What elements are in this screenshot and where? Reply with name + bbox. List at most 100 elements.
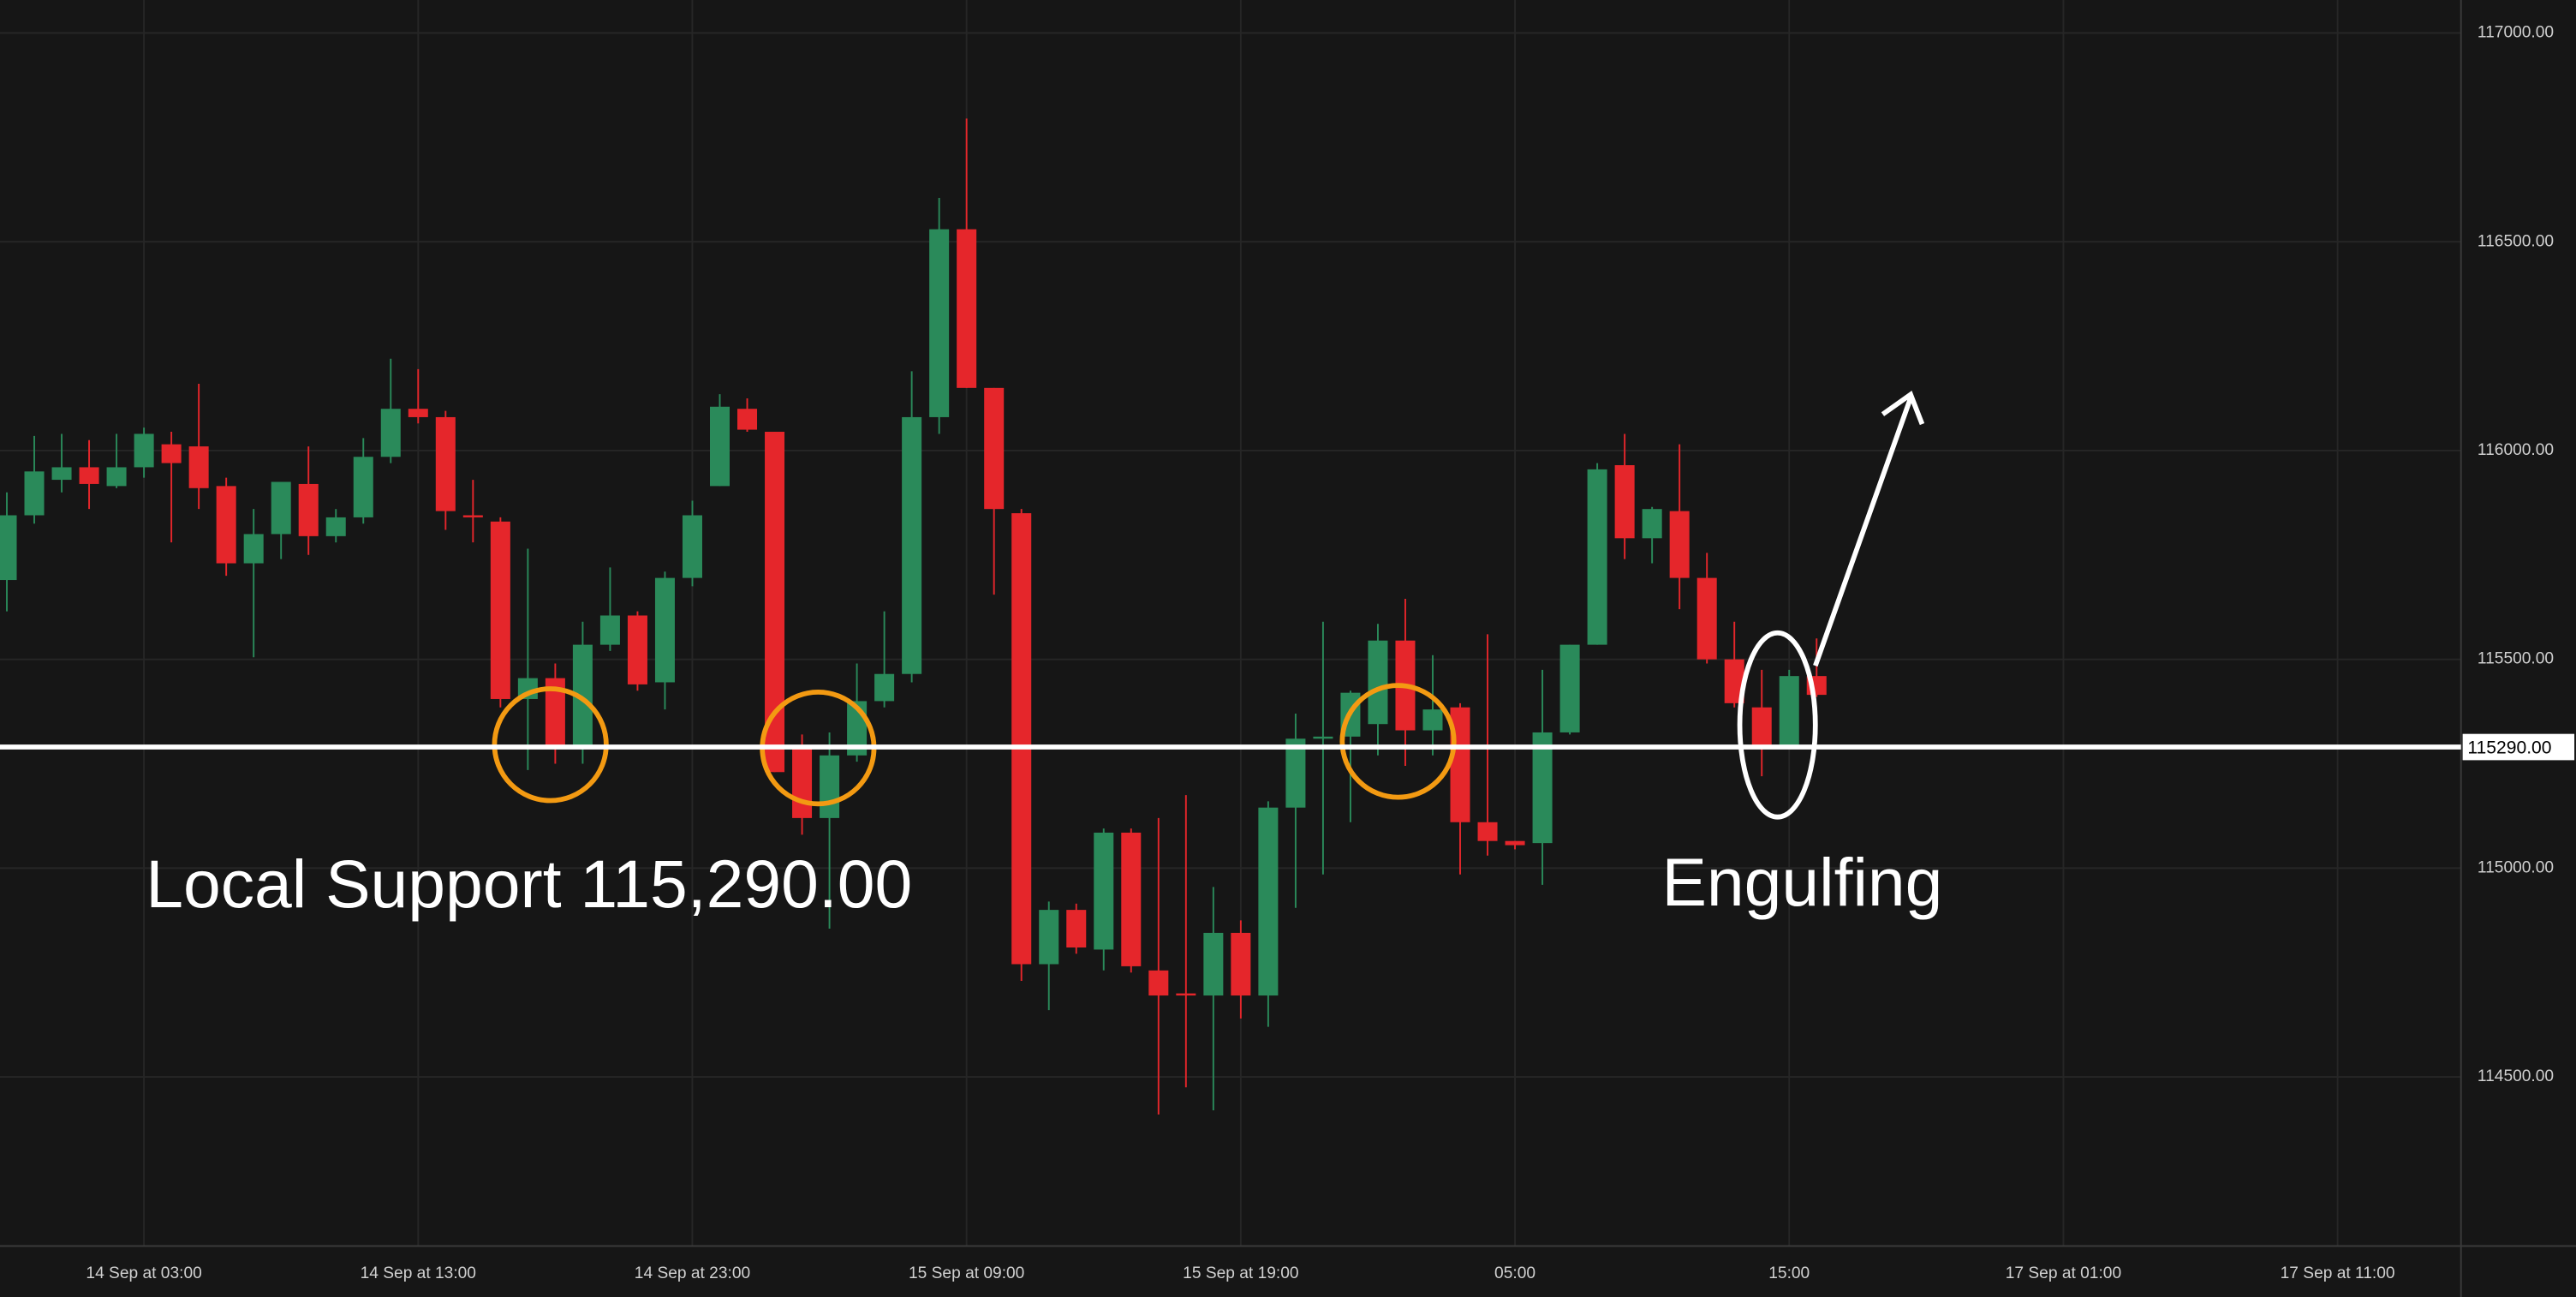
- engulfing-annotation: Engulfing: [1661, 845, 1942, 920]
- y-tick-label: 115500.00: [2478, 650, 2554, 668]
- candle: [682, 500, 702, 587]
- y-tick-label: 117000.00: [2478, 24, 2554, 42]
- candle: [408, 368, 428, 424]
- candle: [874, 611, 895, 708]
- candle: [490, 517, 510, 708]
- candle-body: [654, 577, 675, 683]
- candle-body: [984, 387, 1005, 510]
- candle-body: [545, 678, 565, 745]
- candle: [353, 438, 373, 524]
- candle-body: [0, 515, 17, 581]
- candles: [0, 118, 1827, 1115]
- candle-body: [1751, 707, 1772, 745]
- candle-body: [1176, 993, 1196, 996]
- candle: [271, 481, 291, 559]
- candle-body: [1148, 970, 1169, 996]
- candle-body: [243, 534, 264, 564]
- candle-body: [325, 517, 346, 536]
- candle: [1258, 801, 1279, 1027]
- candle: [0, 492, 17, 612]
- candle-body: [134, 433, 154, 468]
- candle-body: [929, 229, 950, 417]
- candle-body: [1779, 676, 1799, 745]
- highlight-circle: [1339, 683, 1457, 800]
- x-tick-label: 17 Sep at 11:00: [2281, 1264, 2395, 1282]
- candle: [24, 435, 45, 524]
- candle: [627, 611, 647, 691]
- candle: [161, 432, 182, 543]
- candle-body: [572, 644, 593, 745]
- candle-body: [1696, 577, 1717, 660]
- candle: [380, 358, 401, 463]
- candle: [134, 427, 154, 478]
- candle-body: [1094, 832, 1114, 950]
- candle: [709, 394, 730, 487]
- candle: [243, 509, 264, 658]
- candle: [1532, 669, 1553, 885]
- candle: [929, 198, 950, 434]
- candle-body: [1368, 640, 1388, 725]
- candle-body: [462, 515, 483, 517]
- x-tick-label: 14 Sep at 23:00: [635, 1264, 750, 1282]
- candle: [1422, 654, 1443, 756]
- candle: [1587, 463, 1607, 645]
- candle-body: [1642, 509, 1662, 539]
- x-tick-label: 14 Sep at 03:00: [86, 1264, 201, 1282]
- candle-body: [1258, 807, 1279, 996]
- candle: [1231, 920, 1251, 1019]
- candle-body: [1559, 644, 1580, 732]
- engulfing-ellipse: [1737, 630, 1818, 820]
- candle: [188, 383, 209, 510]
- candle-body: [1724, 659, 1744, 703]
- candle: [1696, 553, 1717, 664]
- candle: [1176, 795, 1196, 1088]
- candle-body: [51, 467, 72, 481]
- x-tick-label: 15 Sep at 19:00: [1183, 1264, 1298, 1282]
- candle-body: [216, 486, 236, 564]
- candle-body: [599, 615, 620, 645]
- axes: 114500.00 115000.00 115500.00 116000.00 1165…: [86, 24, 2554, 1283]
- candle-body: [1285, 738, 1306, 808]
- candle: [79, 439, 99, 510]
- candle: [1559, 644, 1580, 735]
- candle: [216, 477, 236, 577]
- x-tick-label: 05:00: [1494, 1264, 1535, 1282]
- candle: [1751, 669, 1772, 777]
- candle-body: [1011, 513, 1032, 965]
- candle: [902, 371, 922, 683]
- candle: [1148, 817, 1169, 1115]
- candle-body: [1505, 840, 1525, 846]
- candle-body: [820, 755, 840, 818]
- candle-body: [1231, 932, 1251, 996]
- candle-body: [957, 229, 977, 388]
- candle: [1121, 828, 1142, 973]
- candle-body: [682, 515, 702, 578]
- candle-body: [490, 521, 510, 699]
- candle: [984, 387, 1005, 595]
- y-tick-label: 116000.00: [2478, 441, 2554, 459]
- candle: [1779, 669, 1799, 748]
- candle: [1642, 506, 1662, 564]
- candle-body: [1039, 910, 1059, 965]
- candle-body: [1532, 732, 1553, 844]
- candle-body: [353, 457, 373, 517]
- candle: [298, 446, 319, 555]
- candle-body: [1587, 469, 1607, 645]
- candle: [1724, 621, 1744, 708]
- candle-body: [1477, 822, 1498, 841]
- candle-body: [874, 673, 895, 702]
- candle-body: [1313, 736, 1333, 739]
- candle-body: [709, 406, 730, 487]
- candle-body: [188, 446, 209, 488]
- candle-body: [298, 483, 319, 536]
- candle-body: [1203, 932, 1224, 996]
- candle-body: [79, 467, 99, 484]
- support-price-box: [2462, 733, 2575, 761]
- candle: [1203, 887, 1224, 1111]
- support-annotation: Local Support 115,290.00: [146, 846, 912, 922]
- candle-body: [106, 467, 127, 487]
- candle-body: [1614, 465, 1635, 539]
